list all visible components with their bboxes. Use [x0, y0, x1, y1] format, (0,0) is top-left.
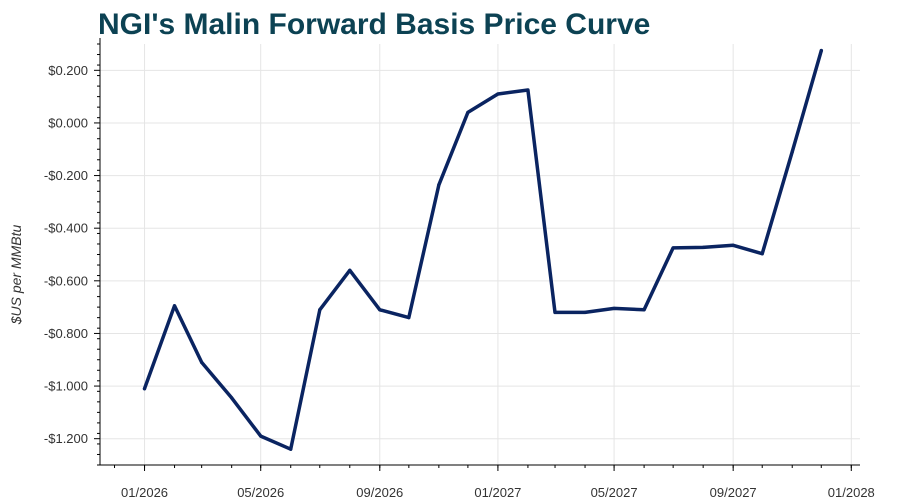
data-point — [642, 308, 646, 312]
data-point — [701, 245, 705, 249]
data-point — [407, 316, 411, 320]
x-tick-label: 09/2027 — [710, 485, 757, 500]
y-tick-label: -$1.200 — [44, 431, 88, 446]
y-tick-label: $0.200 — [48, 63, 88, 78]
data-point — [142, 387, 147, 391]
data-point — [200, 360, 204, 364]
chart-title: NGI's Malin Forward Basis Price Curve — [98, 8, 651, 41]
data-point — [437, 183, 441, 187]
data-point — [466, 110, 470, 115]
x-tick-label: 01/2026 — [121, 485, 168, 500]
data-point — [583, 310, 587, 314]
data-point — [553, 310, 557, 314]
data-point — [378, 308, 382, 312]
y-tick-label: -$0.600 — [44, 273, 88, 288]
y-tick-label: -$0.800 — [44, 326, 88, 341]
x-tick-label: 05/2027 — [591, 485, 638, 500]
y-tick-label: -$0.400 — [44, 221, 88, 236]
x-tick-label: 09/2026 — [356, 485, 403, 500]
data-point — [612, 306, 616, 311]
y-axis-label: $US per MMBtu — [8, 224, 24, 325]
series-line — [142, 48, 824, 451]
x-tick-label: 01/2028 — [828, 485, 875, 500]
y-tick-label: -$1.000 — [44, 379, 88, 394]
data-point — [526, 88, 530, 92]
data-point — [760, 252, 764, 256]
x-tick-label: 01/2027 — [474, 485, 521, 500]
data-point — [790, 150, 794, 154]
data-point — [318, 308, 322, 312]
data-point — [496, 92, 500, 96]
data-point — [671, 246, 675, 250]
data-point — [259, 434, 263, 438]
data-point — [230, 396, 234, 400]
data-point — [731, 243, 735, 247]
data-point — [819, 48, 823, 53]
data-point — [172, 304, 177, 308]
x-tick-label: 05/2026 — [237, 485, 284, 500]
y-tick-label: $0.000 — [48, 115, 88, 130]
y-tick-label: -$0.200 — [44, 168, 88, 183]
data-point — [348, 268, 352, 272]
data-point — [289, 447, 293, 451]
